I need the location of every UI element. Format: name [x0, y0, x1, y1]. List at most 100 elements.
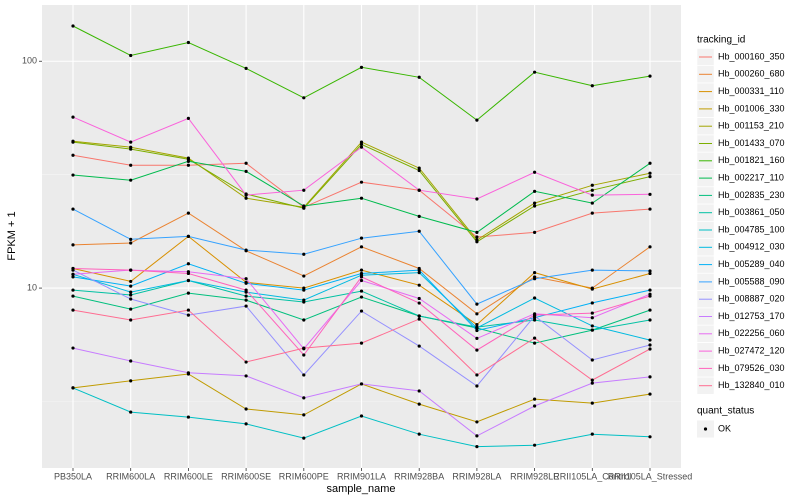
- data-point: [129, 410, 133, 414]
- data-point: [533, 201, 537, 205]
- legend-label: Hb_000331_110: [718, 86, 784, 96]
- data-point: [244, 277, 248, 281]
- data-point: [475, 434, 479, 438]
- data-point: [648, 161, 652, 165]
- axes: 10 100 PB350LA RRIM600LA RRIM600LE RRIM600SE R…: [22, 56, 692, 482]
- data-point: [244, 169, 248, 173]
- data-point: [302, 288, 306, 292]
- data-point: [359, 180, 364, 184]
- data-point: [590, 401, 594, 405]
- data-point: [417, 283, 421, 287]
- data-point: [648, 74, 652, 78]
- data-point: [648, 392, 652, 396]
- data-point: [244, 248, 248, 252]
- data-point: [359, 275, 364, 279]
- legend-label: Hb_000260_680: [718, 69, 785, 79]
- data-point: [71, 272, 75, 276]
- data-point: [533, 397, 537, 401]
- data-point: [302, 396, 306, 400]
- data-point: [417, 214, 421, 219]
- data-point: [302, 436, 306, 440]
- legend-label: Hb_001821_160: [718, 155, 785, 165]
- data-point: [302, 353, 306, 357]
- data-point: [71, 140, 75, 144]
- legend-label: Hb_002217_110: [718, 172, 784, 182]
- data-point: [186, 211, 190, 215]
- data-point: [475, 348, 479, 352]
- data-point: [244, 407, 248, 411]
- data-point: [417, 166, 421, 170]
- data-point: [129, 147, 133, 151]
- data-point: [71, 207, 75, 211]
- data-point: [533, 170, 537, 174]
- data-point: [186, 163, 190, 167]
- data-point: [417, 301, 421, 305]
- data-point: [533, 271, 537, 275]
- data-point: [648, 294, 652, 298]
- data-point: [533, 336, 537, 340]
- data-point: [590, 358, 594, 362]
- data-point: [417, 317, 421, 321]
- data-point: [648, 175, 652, 179]
- data-point: [129, 268, 133, 272]
- legend-label: Hb_001433_070: [718, 138, 785, 148]
- data-point: [533, 230, 537, 234]
- data-point: [417, 402, 421, 406]
- data-point: [475, 230, 479, 234]
- data-point: [129, 284, 133, 288]
- data-point: [475, 445, 479, 449]
- data-point: [648, 318, 652, 322]
- data-point: [648, 192, 652, 196]
- data-point: [129, 379, 133, 383]
- data-point: [71, 308, 75, 312]
- data-point: [359, 245, 364, 249]
- data-point: [590, 311, 594, 315]
- data-point: [71, 266, 75, 271]
- data-point: [71, 115, 75, 119]
- data-point: [244, 298, 248, 302]
- data-point: [129, 297, 133, 301]
- data-point: [417, 296, 421, 301]
- data-point: [533, 189, 537, 193]
- data-point: [244, 360, 248, 364]
- data-point: [590, 378, 594, 382]
- data-point: [129, 293, 133, 297]
- data-point: [244, 66, 248, 70]
- data-point: [417, 389, 421, 393]
- data-point: [590, 193, 594, 197]
- data-point: [590, 316, 594, 320]
- data-point: [648, 207, 652, 211]
- data-point: [590, 324, 594, 328]
- data-point: [186, 234, 190, 238]
- data-point: [475, 302, 479, 306]
- data-point: [359, 278, 364, 283]
- x-tick-label: RRIM928BA: [394, 471, 444, 481]
- legend-label: Hb_027472_120: [718, 345, 785, 355]
- data-point: [648, 347, 652, 351]
- data-point: [590, 432, 594, 436]
- point-legend-title: quant_status: [697, 406, 754, 417]
- legend-label: Hb_002835_230: [718, 190, 785, 200]
- data-point: [71, 288, 75, 292]
- data-point: [71, 243, 75, 247]
- data-point: [359, 414, 364, 418]
- data-point: [129, 241, 133, 245]
- data-point: [186, 313, 190, 317]
- data-point: [302, 298, 306, 302]
- data-point: [417, 229, 421, 233]
- data-point: [417, 75, 421, 79]
- data-point: [648, 288, 652, 292]
- data-point: [129, 140, 133, 144]
- y-tick-label: 100: [22, 56, 37, 66]
- data-point: [302, 204, 306, 208]
- data-point: [129, 279, 133, 284]
- legend: Hb_000160_350 Hb_000260_680 Hb_000331_110 H…: [696, 48, 785, 438]
- data-point: [533, 443, 537, 447]
- data-point: [359, 140, 364, 144]
- data-point: [302, 274, 306, 278]
- data-point: [129, 163, 133, 167]
- data-point: [71, 24, 75, 28]
- data-point: [590, 188, 594, 192]
- data-point: [648, 245, 652, 249]
